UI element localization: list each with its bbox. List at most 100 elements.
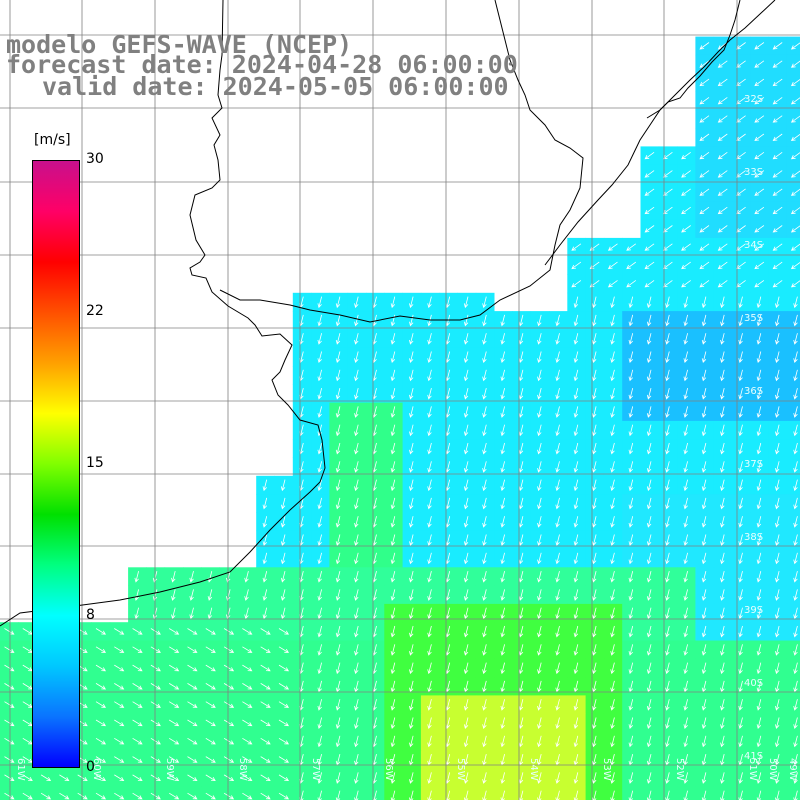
wind-arrow	[665, 625, 670, 638]
wind-arrow	[518, 442, 524, 455]
wind-arrow	[482, 442, 487, 455]
wind-arrow	[278, 664, 290, 672]
wind-arrow	[223, 683, 235, 690]
wind-arrow	[262, 571, 268, 583]
wind-arrow	[626, 261, 637, 270]
wind-arrow	[592, 424, 597, 437]
wind-arrow	[628, 296, 634, 309]
wind-arrow	[793, 314, 798, 327]
longitude-label: 55W	[455, 758, 466, 781]
wind-arrow	[390, 571, 396, 583]
wind-arrow	[665, 314, 670, 327]
wind-arrow	[699, 261, 710, 270]
wind-arrow	[354, 552, 359, 565]
wind-arrow	[482, 461, 487, 473]
wind-arrow	[537, 388, 542, 400]
wind-arrow	[482, 571, 487, 583]
wind-arrow	[518, 406, 524, 418]
wind-arrow	[628, 717, 634, 730]
wind-arrow	[317, 369, 322, 382]
wind-arrow	[518, 351, 524, 364]
wind-arrow	[427, 607, 432, 620]
wind-arrow	[187, 792, 198, 800]
wind-arrow	[518, 644, 524, 656]
wind-arrow	[4, 664, 15, 672]
wind-arrow	[720, 479, 725, 492]
wind-arrow	[683, 333, 688, 345]
wind-arrow	[662, 225, 673, 233]
wind-arrow	[463, 516, 469, 528]
wind-arrow	[278, 792, 290, 800]
wind-arrow	[482, 717, 487, 730]
wind-arrow	[592, 534, 597, 547]
wind-arrow	[626, 243, 637, 251]
wind-arrow	[427, 534, 432, 547]
wind-arrow	[756, 735, 762, 748]
wind-arrow	[775, 296, 780, 309]
wind-arrow	[427, 516, 432, 528]
wind-arrow	[701, 644, 707, 656]
wind-arrow	[644, 188, 655, 196]
wind-arrow	[132, 701, 143, 708]
wind-arrow	[573, 735, 579, 748]
wind-arrow	[699, 60, 710, 68]
wind-arrow	[573, 625, 579, 638]
wind-arrow	[738, 351, 743, 364]
wind-arrow	[427, 497, 432, 510]
wind-arrow	[95, 628, 107, 635]
wind-arrow	[518, 333, 524, 345]
wind-arrow	[775, 625, 780, 638]
wind-arrow	[482, 644, 487, 656]
wind-arrow	[701, 351, 707, 364]
wind-arrow	[223, 792, 235, 800]
field-cell	[786, 402, 800, 422]
wind-arrow	[717, 188, 728, 196]
wind-arrow	[720, 333, 725, 345]
wind-arrow	[335, 479, 341, 492]
wind-arrow	[775, 772, 780, 784]
wind-arrow	[775, 607, 780, 620]
wind-arrow	[628, 369, 634, 382]
wind-arrow	[683, 534, 688, 547]
wind-arrow	[518, 735, 524, 748]
wind-arrow	[738, 571, 743, 583]
wind-arrow	[463, 589, 469, 601]
wind-arrow	[628, 699, 634, 711]
field-cell	[786, 512, 800, 532]
wind-arrow	[775, 406, 780, 418]
wind-arrow	[205, 737, 216, 745]
wind-arrow	[518, 461, 524, 473]
wind-arrow	[662, 243, 673, 251]
wind-arrow	[317, 625, 322, 638]
wind-arrow	[644, 280, 655, 288]
wind-arrow	[317, 717, 322, 730]
wind-arrow	[555, 369, 560, 382]
wind-arrow	[738, 516, 743, 528]
wind-arrow	[168, 664, 180, 672]
wind-arrow	[665, 571, 670, 583]
colorbar-tick: 8	[86, 607, 95, 623]
wind-arrow	[738, 699, 743, 711]
wind-arrow	[555, 589, 560, 601]
wind-arrow	[683, 406, 688, 418]
wind-arrow	[390, 735, 396, 748]
wind-arrow	[500, 424, 505, 437]
wind-arrow	[790, 152, 800, 160]
field-cell	[439, 786, 458, 800]
wind-arrow	[223, 664, 235, 672]
wind-arrow	[4, 792, 15, 800]
wind-arrow	[775, 534, 780, 547]
wind-arrow	[775, 735, 780, 748]
wind-arrow	[646, 369, 652, 382]
wind-arrow	[409, 644, 414, 656]
wind-arrow	[793, 333, 798, 345]
wind-arrow	[187, 737, 198, 745]
wind-arrow	[646, 296, 652, 309]
wind-arrow	[409, 388, 414, 400]
wind-arrow	[463, 662, 469, 675]
wind-arrow	[354, 351, 359, 364]
wind-arrow	[738, 607, 743, 620]
wind-direction-arrows	[4, 42, 800, 800]
wind-arrow	[482, 314, 487, 327]
wind-arrow	[280, 516, 286, 528]
